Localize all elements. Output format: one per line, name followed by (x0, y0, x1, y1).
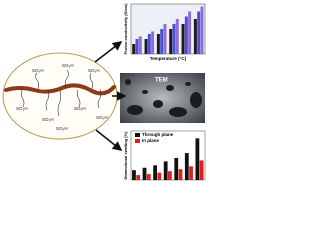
bar (172, 24, 176, 54)
bar (160, 29, 164, 54)
bar (135, 39, 139, 54)
so3h-label: SO₃H (88, 68, 100, 73)
bar (132, 44, 136, 54)
bar (175, 19, 179, 54)
bar (151, 31, 155, 54)
so3h-label: SO₃H (56, 126, 68, 131)
side-chains (20, 69, 102, 117)
bar (178, 169, 183, 180)
bar (163, 24, 167, 54)
so3h-label: SO₃H (16, 106, 28, 111)
bar (184, 16, 188, 54)
legend-swatch (135, 133, 140, 137)
legend-label: Through plane (142, 132, 174, 137)
polymer-chain (4, 83, 116, 96)
x-axis-label: Temperature (°C) (150, 56, 187, 61)
bar (132, 170, 136, 180)
bar (157, 172, 162, 180)
legend-swatch (135, 139, 140, 143)
bar (168, 171, 172, 180)
so3h-label: SO₃H (32, 68, 44, 73)
bar (138, 36, 142, 54)
bar (181, 24, 185, 54)
so3h-label: SO₃H (62, 63, 74, 68)
bar (200, 6, 204, 54)
bar (199, 160, 204, 180)
y-axis-label: Dimensional swelling (%) (123, 131, 128, 180)
bar (153, 165, 158, 180)
bar (147, 34, 151, 54)
arrows (94, 41, 127, 151)
plot-area (130, 3, 206, 55)
bar (193, 19, 197, 54)
bar (188, 11, 192, 54)
bar (144, 39, 148, 54)
tem-particles (125, 79, 202, 117)
bar (156, 34, 160, 54)
bar (174, 157, 179, 180)
y-axis-label: Proton conductivity (S/cm) (123, 3, 128, 55)
so3h-label: SO₃H (42, 117, 54, 122)
bar (169, 29, 173, 54)
bar (136, 175, 141, 180)
bar (146, 174, 151, 180)
bar (189, 166, 193, 180)
legend-label: In plane (142, 138, 159, 143)
bar (163, 161, 168, 180)
graphical-abstract: TEM SO₃HSO₃HSO₃HSO₃HSO₃HSO₃HSO₃HSO₃HTemp… (2, 3, 206, 181)
tem-label: TEM (155, 78, 168, 84)
bar (197, 11, 201, 54)
bar (184, 153, 189, 180)
bar (142, 167, 147, 180)
bar (195, 138, 200, 180)
so3h-label: SO₃H (74, 106, 86, 111)
so3h-label: SO₃H (96, 115, 108, 120)
